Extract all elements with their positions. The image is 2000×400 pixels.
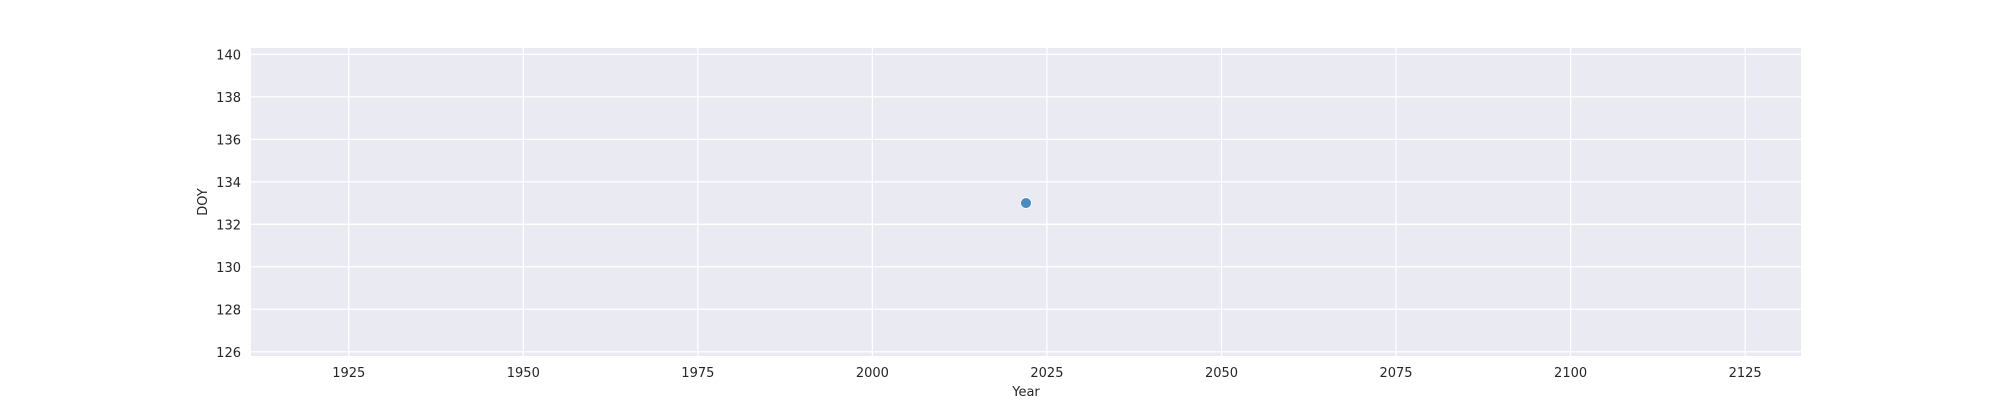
x-axis-label: Year bbox=[1011, 385, 1040, 400]
y-tick-label: 140 bbox=[216, 48, 241, 63]
x-tick-label: 1950 bbox=[507, 366, 540, 381]
y-tick-label: 134 bbox=[216, 176, 241, 191]
y-tick-label: 128 bbox=[216, 303, 241, 318]
data-point bbox=[1020, 197, 1032, 209]
data-points bbox=[1020, 197, 1032, 209]
x-tick-label: 2075 bbox=[1379, 366, 1412, 381]
x-tick-label: 2000 bbox=[856, 366, 889, 381]
y-gridlines bbox=[251, 53, 1801, 353]
x-tick-label: 2025 bbox=[1030, 366, 1063, 381]
x-tick-labels: 1925 1950 1975 2000 2025 2050 2075 2100 2125 bbox=[332, 366, 1761, 381]
y-tick-label: 136 bbox=[216, 133, 241, 148]
y-tick-label: 130 bbox=[216, 261, 241, 276]
x-tick-label: 1975 bbox=[681, 366, 714, 381]
x-tick-label: 1925 bbox=[332, 366, 365, 381]
x-tick-label: 2100 bbox=[1554, 366, 1587, 381]
x-tick-label: 2050 bbox=[1205, 366, 1238, 381]
x-gridlines bbox=[348, 48, 1746, 356]
y-tick-label: 126 bbox=[216, 346, 241, 361]
y-tick-labels: 126 128 130 132 134 136 138 140 bbox=[216, 48, 241, 360]
y-tick-label: 132 bbox=[216, 218, 241, 233]
y-tick-label: 138 bbox=[216, 91, 241, 106]
y-axis-label: DOY bbox=[196, 188, 211, 216]
x-tick-label: 2125 bbox=[1729, 366, 1762, 381]
